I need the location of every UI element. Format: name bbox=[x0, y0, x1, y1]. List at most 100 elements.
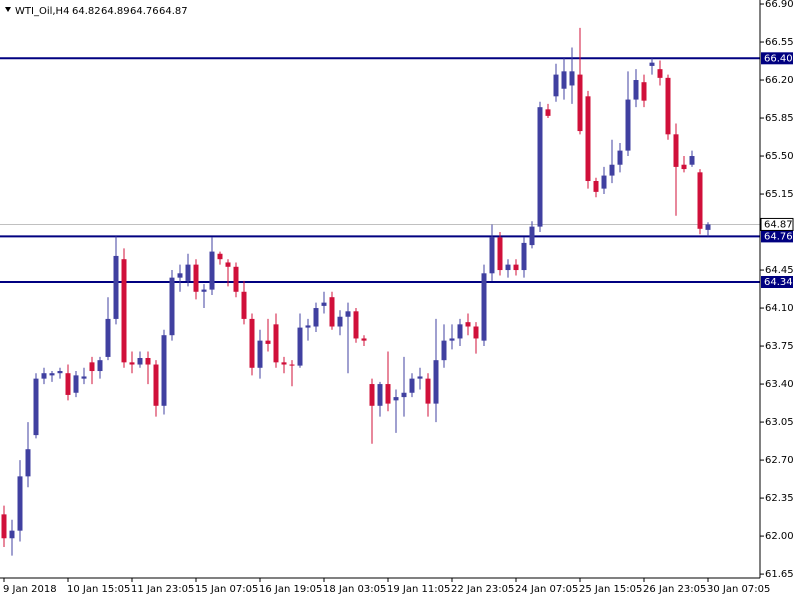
candle-body bbox=[249, 318, 255, 368]
x-tick-label: 16 Jan 19:05 bbox=[259, 584, 322, 595]
candle-body bbox=[689, 156, 695, 165]
candle-body bbox=[49, 373, 55, 376]
y-tick-label: 65.50 bbox=[765, 151, 794, 162]
candle-body bbox=[305, 325, 311, 328]
level-label: 66.40 bbox=[764, 53, 793, 64]
candle-body bbox=[89, 362, 95, 372]
level-label-box bbox=[761, 275, 793, 288]
candle-body bbox=[441, 340, 447, 361]
candle-body bbox=[257, 340, 263, 368]
candle-body bbox=[177, 273, 183, 278]
candle-body bbox=[681, 164, 687, 170]
candle-body bbox=[25, 449, 31, 477]
candle-body bbox=[465, 322, 471, 327]
y-tick-label: 62.35 bbox=[765, 493, 794, 504]
y-tick-label: 64.10 bbox=[765, 303, 794, 314]
x-tick-label: 10 Jan 15:05 bbox=[67, 584, 130, 595]
level-label-box bbox=[761, 230, 793, 243]
candle-body bbox=[633, 80, 639, 100]
x-tick-label: 19 Jan 11:05 bbox=[387, 584, 450, 595]
candle-body bbox=[385, 384, 391, 404]
candle-body bbox=[169, 277, 175, 336]
x-tick-label: 26 Jan 23:05 bbox=[643, 584, 706, 595]
candle-body bbox=[241, 291, 247, 319]
candle-body bbox=[481, 273, 487, 341]
candle-body bbox=[273, 324, 279, 363]
candle-body bbox=[489, 237, 495, 274]
candle-body bbox=[537, 107, 543, 227]
y-tick-label: 63.75 bbox=[765, 341, 794, 352]
candle-body bbox=[17, 476, 23, 531]
candle-body bbox=[265, 340, 271, 344]
ohlc-high: 64.89 bbox=[101, 6, 130, 17]
candle-body bbox=[457, 324, 463, 339]
candle-body bbox=[97, 360, 103, 372]
candle-body bbox=[281, 362, 287, 365]
candle-body bbox=[617, 150, 623, 165]
candle-body bbox=[393, 397, 399, 401]
candle-body bbox=[521, 242, 527, 271]
candle-body bbox=[425, 378, 431, 404]
candle-body bbox=[641, 82, 647, 101]
candle-body bbox=[9, 530, 15, 539]
candle-body bbox=[353, 311, 359, 339]
candle-body bbox=[313, 308, 319, 327]
candle-body bbox=[665, 77, 671, 135]
candle-body bbox=[105, 318, 111, 357]
candle-body bbox=[297, 327, 303, 366]
candle-body bbox=[609, 164, 615, 176]
chart-title: WTI_Oil,H4 bbox=[15, 6, 69, 17]
candle-body bbox=[545, 109, 551, 116]
level-label-box bbox=[761, 52, 793, 65]
candle-body bbox=[233, 266, 239, 292]
candle-body bbox=[513, 264, 519, 271]
candle-body bbox=[625, 99, 631, 151]
candle-body bbox=[697, 172, 703, 229]
candle-body bbox=[569, 71, 575, 86]
candle-body bbox=[161, 335, 167, 406]
candle-body bbox=[81, 376, 87, 379]
current-price-box bbox=[760, 217, 794, 231]
candle-body bbox=[673, 134, 679, 167]
candle-body bbox=[529, 226, 535, 246]
x-tick-label: 25 Jan 15:05 bbox=[579, 584, 642, 595]
candle-body bbox=[601, 175, 607, 189]
title-arrow bbox=[5, 7, 11, 12]
candle-body bbox=[705, 224, 711, 230]
candle-body bbox=[153, 364, 159, 406]
y-tick-label: 62.00 bbox=[765, 531, 794, 542]
candle-body bbox=[321, 302, 327, 306]
y-tick-label: 66.90 bbox=[765, 0, 794, 10]
candle-body bbox=[657, 69, 663, 78]
candle-body bbox=[345, 311, 351, 317]
x-tick-label: 30 Jan 07:05 bbox=[707, 584, 770, 595]
candle-body bbox=[505, 264, 511, 271]
y-tick-label: 63.05 bbox=[765, 417, 794, 428]
candle-body bbox=[473, 326, 479, 339]
candle-body bbox=[217, 253, 223, 260]
candle-body bbox=[409, 378, 415, 393]
candle-body bbox=[585, 96, 591, 182]
candle-body bbox=[329, 297, 335, 327]
candle-body bbox=[201, 289, 207, 292]
x-tick-label: 15 Jan 07:05 bbox=[195, 584, 258, 595]
candle-body bbox=[649, 62, 655, 66]
candle-body bbox=[113, 255, 119, 319]
candle-body bbox=[553, 74, 559, 97]
level-label: 64.34 bbox=[764, 277, 793, 288]
candle-body bbox=[417, 376, 423, 379]
candle-body bbox=[209, 251, 215, 290]
candle-body bbox=[73, 375, 79, 393]
candle-body bbox=[41, 373, 47, 379]
y-tick-label: 61.65 bbox=[765, 569, 794, 580]
candle-body bbox=[577, 74, 583, 132]
candle-body bbox=[561, 71, 567, 89]
candle-body bbox=[289, 364, 295, 366]
y-tick-label: 65.15 bbox=[765, 189, 794, 200]
candle-body bbox=[377, 384, 383, 406]
y-tick-label: 62.70 bbox=[765, 455, 794, 466]
candle-body bbox=[137, 358, 143, 365]
candle-body bbox=[369, 384, 375, 406]
level-label: 64.76 bbox=[764, 231, 793, 242]
